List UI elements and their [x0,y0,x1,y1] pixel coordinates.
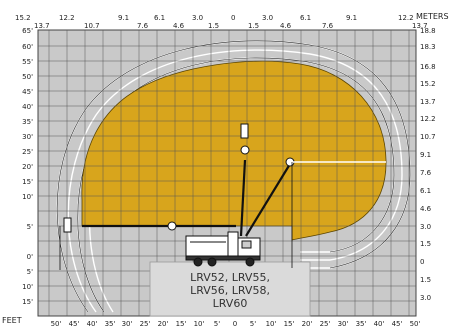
bottom-tick: 15' [284,320,295,328]
bottom-tick: 10' [266,320,277,328]
right-tick: 10.7 [420,133,436,141]
right-tick: 1.5 [420,240,431,248]
top-tick: 9.1 [118,14,129,22]
left-tick: 60' [22,43,33,51]
top-tick: 6.1 [154,14,165,22]
left-feet-axis: 65' 60' 55' 50' 45' 40' 35' 30' 25' 20' … [22,27,33,306]
left-tick: 30' [22,133,33,141]
left-tick: 10' [22,283,33,291]
grid [38,30,416,316]
right-tick: 1.5 [420,276,431,284]
model-label-line1: LRV52, LRV55, [190,271,270,284]
bottom-tick: 45' [392,320,403,328]
top-tick: 3.0 [192,14,203,22]
bottom-tick: 25' [320,320,331,328]
right-tick: 0 [420,258,424,266]
top-tick: 12.2 [59,14,75,22]
top-tick: 1.5 [248,22,259,30]
top-tick: 4.6 [280,22,292,30]
right-meter-axis: 18.8 18.3 16.8 15.2 13.7 12.2 10.7 9.1 7… [420,27,436,302]
bottom-tick: 5' [214,320,220,328]
left-tick: 20' [22,163,33,171]
top-tick: 7.6 [137,22,149,30]
top-tick: 4.6 [173,22,185,30]
bottom-tick: 20' [158,320,169,328]
left-tick: 65' [22,27,33,35]
right-tick: 3.0 [420,223,431,231]
bottom-tick: 45' [69,320,80,328]
left-tick: 5' [27,268,33,276]
bottom-tick: 10' [194,320,205,328]
left-tick: 50' [22,73,33,81]
meters-unit-label: METERS [416,12,449,21]
bottom-tick: 0 [233,320,237,328]
bottom-tick: 15' [176,320,187,328]
right-tick: 3.0 [420,294,431,302]
model-label-line2: LRV56, LRV58, [190,284,270,297]
left-tick: 10' [22,193,33,201]
truck-icon [185,231,261,267]
left-tick: 35' [22,118,33,126]
right-tick: 6.1 [420,187,431,195]
right-tick: 12.2 [420,115,436,123]
left-tick: 0' [27,253,33,261]
left-tick: 55' [22,58,33,66]
left-tick: 5' [27,223,33,231]
bottom-feet-axis: 50' 45' 40' 35' 30' 25' 20' 15' 10' 5' 0… [51,320,421,328]
top-tick: 13.7 [34,22,50,30]
model-label-line3: LRV60 [213,297,248,310]
right-tick: 9.1 [420,151,431,159]
bottom-tick: 35' [356,320,367,328]
bottom-tick: 5' [250,320,256,328]
boom-positions [59,123,386,270]
right-tick: 18.3 [420,43,436,51]
model-label-box [149,261,311,317]
right-tick: 15.2 [420,80,436,88]
bottom-tick: 40' [87,320,98,328]
bottom-tick: 40' [374,320,385,328]
right-tick: 7.6 [420,169,432,177]
top-tick: 10.7 [84,22,100,30]
top-tick: 7.6 [322,22,334,30]
top-tick: 1.5 [208,22,219,30]
bottom-tick: 30' [122,320,133,328]
right-tick: 13.7 [420,98,436,106]
left-tick: 15' [22,178,33,186]
left-tick: 25' [22,148,33,156]
right-tick: 16.8 [420,63,436,71]
top-tick: 0 [231,14,235,22]
right-tick: 18.8 [420,27,436,35]
bottom-tick: 30' [338,320,349,328]
left-tick: 15' [22,298,33,306]
feet-unit-label: FEET [2,316,22,325]
left-tick: 45' [22,88,33,96]
left-tick: 40' [22,103,33,111]
top-tick: 9.1 [346,14,357,22]
bottom-tick: 25' [140,320,151,328]
top-meter-axis: 15.2 12.2 9.1 6.1 3.0 0 3.0 6.1 9.1 12.2… [15,14,428,30]
top-tick: 13.7 [412,22,428,30]
top-tick: 12.2 [398,14,414,22]
top-tick: 15.2 [15,14,31,22]
bottom-tick: 50' [410,320,421,328]
bottom-tick: 50' [51,320,62,328]
bottom-tick: 35' [105,320,116,328]
bottom-tick: 20' [302,320,313,328]
top-tick: 6.1 [300,14,311,22]
right-tick: 4.6 [420,205,432,213]
top-tick: 3.0 [262,14,273,22]
